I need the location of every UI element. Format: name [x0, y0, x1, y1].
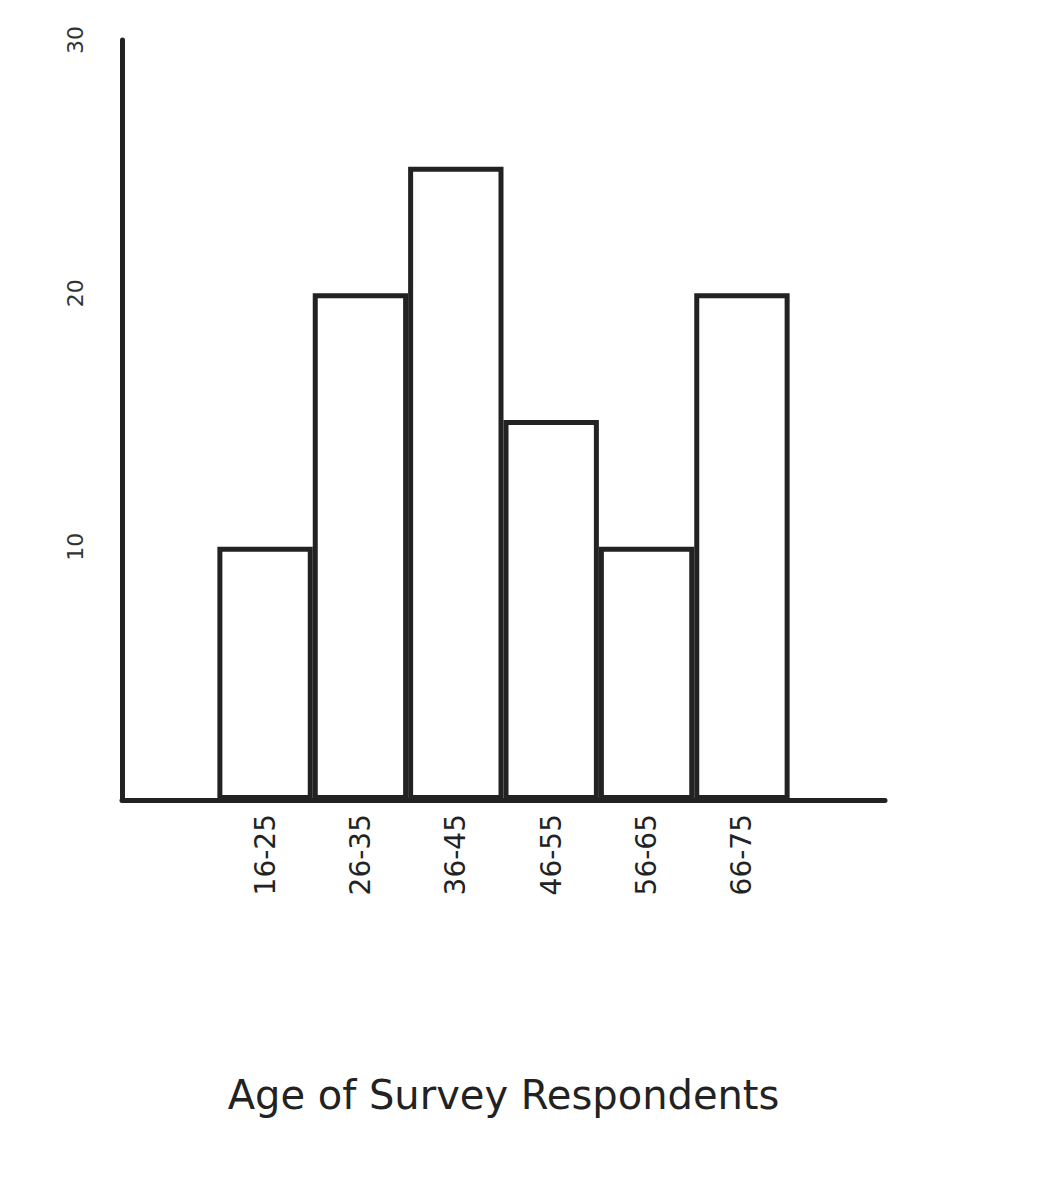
svg-text:16-25: 16-25	[249, 814, 282, 895]
svg-text:Age of Survey Respondents: Age of Survey Respondents	[228, 1072, 780, 1118]
svg-text:26-35: 26-35	[344, 814, 377, 895]
svg-text:30: 30	[63, 26, 88, 54]
svg-text:10: 10	[63, 533, 88, 561]
svg-text:20: 20	[63, 279, 88, 307]
svg-text:36-45: 36-45	[439, 814, 472, 895]
svg-text:46-55: 46-55	[535, 814, 568, 895]
svg-text:66-75: 66-75	[725, 814, 758, 895]
svg-text:56-65: 56-65	[630, 814, 663, 895]
